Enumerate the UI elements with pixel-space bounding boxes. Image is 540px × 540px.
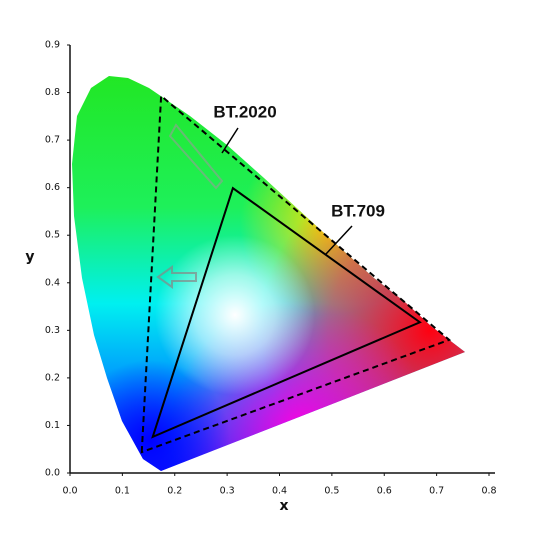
x-tick-label: 0.5 [324, 486, 339, 497]
x-axis-title: x [279, 498, 288, 514]
y-tick-label: 0.2 [45, 372, 60, 383]
y-tick-label: 0.8 [45, 87, 60, 98]
x-tick-label: 0.7 [429, 486, 444, 497]
x-tick-label: 0.0 [62, 486, 77, 497]
x-tick-label: 0.4 [272, 486, 287, 497]
y-tick-label: 0.5 [45, 230, 60, 241]
x-tick-label: 0.1 [115, 486, 130, 497]
y-tick-label: 0.0 [45, 468, 60, 479]
y-tick-label: 0.1 [45, 420, 60, 431]
x-tick-label: 0.2 [167, 486, 182, 497]
leader-line [221, 127, 239, 154]
x-tick-label: 0.3 [220, 486, 235, 497]
series-label: BT.709 [331, 201, 385, 220]
y-tick-label: 0.9 [45, 40, 60, 51]
x-tick-label: 0.6 [377, 486, 392, 497]
y-tick-label: 0.4 [45, 277, 60, 288]
arrow [156, 265, 197, 289]
gamut-triangle [151, 186, 422, 439]
y-tick-label: 0.6 [45, 182, 60, 193]
y-tick-label: 0.7 [45, 135, 60, 146]
spectral-locus [72, 76, 465, 471]
gamut-triangle [140, 93, 452, 454]
arrow [168, 123, 224, 190]
leader-line [325, 225, 353, 255]
y-tick-label: 0.3 [45, 325, 60, 336]
x-tick-label: 0.8 [481, 486, 496, 497]
series-label: BT.2020 [213, 102, 276, 121]
y-axis-title: y [25, 249, 34, 265]
